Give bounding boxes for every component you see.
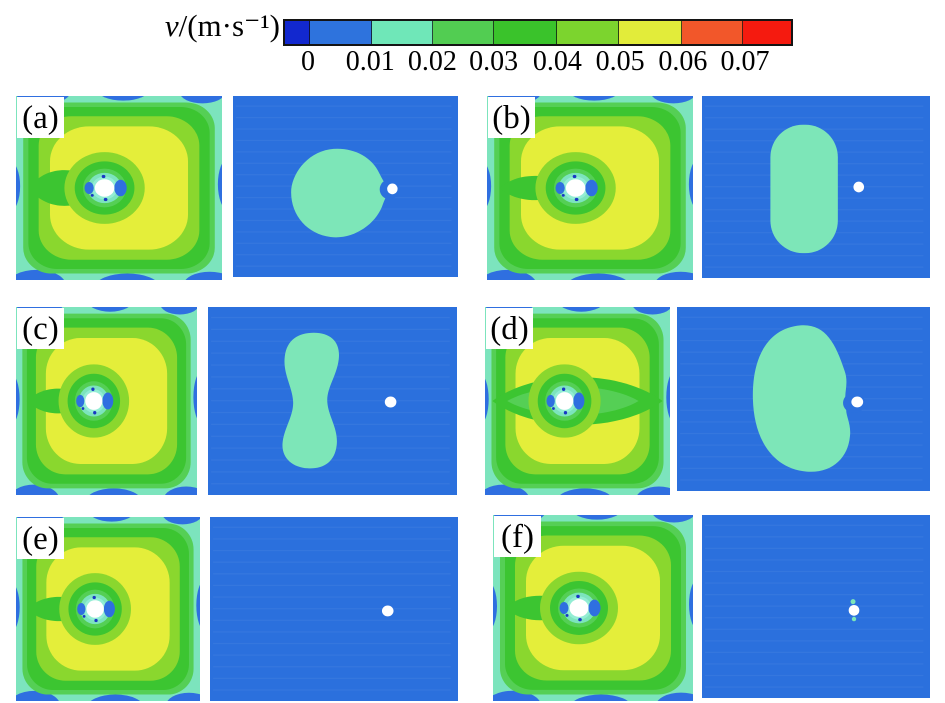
panel-c-plan-contour <box>208 307 457 495</box>
colorbar-segment-8 <box>743 21 791 44</box>
panel-d-label: (d) <box>486 308 533 349</box>
colorbar-label: v/(m·s⁻¹) <box>90 5 280 47</box>
panel-f-plan-contour <box>702 515 930 698</box>
probe-dot <box>387 183 398 195</box>
panel-c-cross-section-contour <box>16 307 197 495</box>
square-contour-svg <box>16 96 222 280</box>
probe-dot <box>851 396 864 408</box>
colorbar-segment-3 <box>433 21 494 44</box>
panel-a-plan-contour <box>233 96 458 277</box>
panel-c-label: (c) <box>17 308 64 349</box>
colorbar-segment-1 <box>309 21 372 44</box>
colorbar-segment-6 <box>619 21 682 44</box>
colorbar-tick-0.07: 0.07 <box>720 46 770 77</box>
colorbar <box>283 19 793 46</box>
probe-dot <box>384 396 397 408</box>
velocity-symbol: v <box>164 8 179 43</box>
panel-e-label: (e) <box>17 518 64 559</box>
panel-b-cross-section-contour <box>487 96 693 280</box>
velocity-unit: /(m·s⁻¹) <box>178 8 280 43</box>
impeller-hub <box>555 392 574 410</box>
impeller-hub <box>85 392 103 410</box>
panel-f-cross-section-contour <box>493 515 693 701</box>
impeller-hub <box>565 179 586 197</box>
panel-f-label: (f) <box>494 516 541 557</box>
colorbar-segment-0 <box>285 21 310 44</box>
colorbar-tick-0.02: 0.02 <box>407 46 457 77</box>
impeller-hub <box>94 179 115 197</box>
square-contour-svg <box>487 96 693 280</box>
panel-a-label: (a) <box>17 97 64 138</box>
panel-b-label: (b) <box>488 97 535 138</box>
plan-contour-svg <box>210 517 458 701</box>
probe-dot <box>848 604 860 616</box>
colorbar-ticks: 0 0.01 0.02 0.03 0.04 0.05 0.06 0.07 <box>283 46 793 78</box>
square-contour-svg <box>485 307 670 495</box>
panel-d-plan-contour <box>677 307 930 491</box>
impeller-hub <box>86 600 104 618</box>
plan-contour-svg <box>677 307 930 491</box>
plan-contour-svg <box>208 307 457 495</box>
plan-contour-svg <box>702 96 930 278</box>
colorbar-tick-0.03: 0.03 <box>469 46 519 77</box>
plan-contour-svg <box>702 515 930 698</box>
colorbar-segment-5 <box>557 21 620 44</box>
colorbar-tick-0.06: 0.06 <box>658 46 708 77</box>
square-contour-svg <box>493 515 693 701</box>
colorbar-tick-0.05: 0.05 <box>595 46 645 77</box>
panel-b-plan-contour <box>702 96 930 278</box>
panel-e-plan-contour <box>210 517 458 701</box>
panel-e-cross-section-contour <box>16 517 200 701</box>
colorbar-segment-7 <box>681 21 744 44</box>
plan-contour-svg <box>233 96 458 277</box>
colorbar-tick-0.01: 0.01 <box>345 46 395 77</box>
probe-dot <box>853 181 865 193</box>
colorbar-segment-4 <box>493 21 558 44</box>
panel-d-cross-section-contour <box>485 307 670 495</box>
colorbar-segment-2 <box>371 21 434 44</box>
colorbar-tick-0: 0 <box>300 46 315 77</box>
colorbar-tick-0.04: 0.04 <box>532 46 582 77</box>
square-contour-svg <box>16 307 197 495</box>
panel-a-cross-section-contour <box>16 96 222 280</box>
probe-dot <box>381 605 394 617</box>
impeller-hub <box>569 599 589 617</box>
square-contour-svg <box>16 517 200 701</box>
